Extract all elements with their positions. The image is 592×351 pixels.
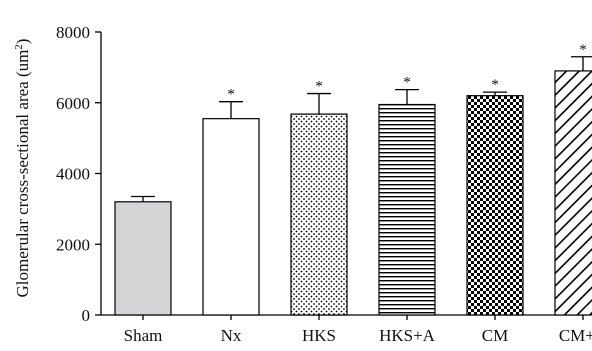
y-tick-label: 8000 — [56, 23, 90, 42]
x-tick-label: HKS — [302, 326, 336, 345]
x-tick-label: HKS+A — [379, 326, 436, 345]
bar-cm — [466, 95, 524, 316]
bar-nx — [202, 118, 260, 316]
y-tick-label: 4000 — [56, 165, 90, 184]
significance-marker: * — [403, 75, 411, 91]
bar-cm-plusa — [554, 70, 592, 316]
y-tick-label: 0 — [82, 306, 91, 325]
y-tick-label: 2000 — [56, 235, 90, 254]
y-axis-title: Glomerular cross-sectional area (um2) — [13, 39, 32, 298]
x-tick-label: CM+A — [559, 326, 592, 345]
bars-group: * * * * * — [114, 42, 592, 316]
x-tick-label: Nx — [221, 326, 242, 345]
x-tick-label: CM — [482, 326, 508, 345]
y-axis-ticks: 0 2000 4000 6000 8000 — [56, 23, 101, 325]
bar-hks-plusa — [378, 103, 436, 316]
significance-marker: * — [227, 87, 235, 103]
bar-hks — [290, 113, 348, 316]
x-tick-label: Sham — [124, 326, 163, 345]
y-tick-label: 6000 — [56, 94, 90, 113]
x-axis-labels: Sham Nx HKS HKS+A CM CM+A — [124, 315, 592, 345]
significance-marker: * — [315, 79, 323, 95]
significance-marker: * — [491, 77, 499, 93]
bar-sham — [114, 201, 172, 316]
significance-marker: * — [579, 42, 587, 58]
